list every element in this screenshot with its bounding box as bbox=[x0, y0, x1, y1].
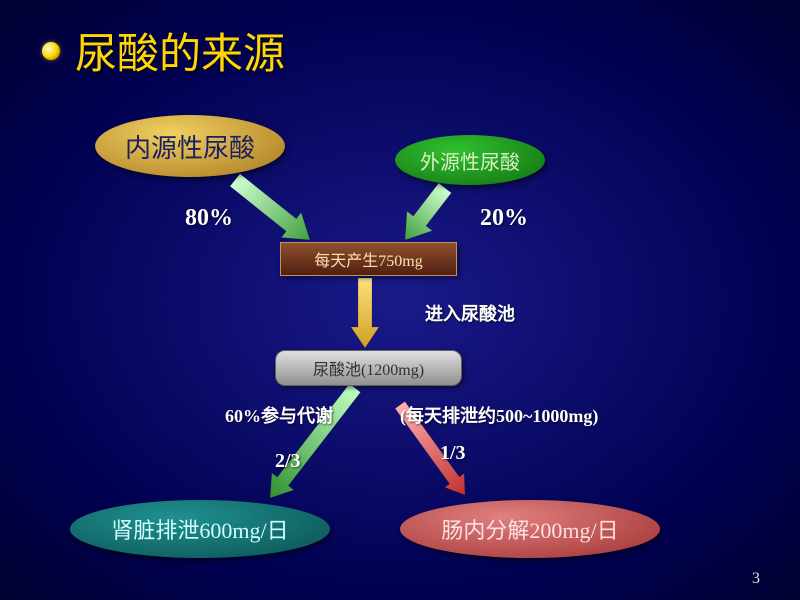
arrow-pool-kidney bbox=[270, 384, 361, 498]
oval-exogenous-label: 外源性尿酸 bbox=[420, 146, 520, 175]
rect-daily-produce-label: 每天产生750mg bbox=[314, 247, 422, 271]
arrow-exo-down bbox=[405, 183, 451, 240]
oval-endogenous: 内源性尿酸 bbox=[95, 115, 285, 177]
oval-intestine-label: 肠内分解200mg/日 bbox=[441, 513, 618, 545]
oval-exogenous: 外源性尿酸 bbox=[395, 135, 545, 185]
rect-pool: 尿酸池(1200mg) bbox=[275, 350, 462, 386]
rect-pool-label: 尿酸池(1200mg) bbox=[313, 356, 424, 380]
arrow-produce-pool bbox=[351, 278, 379, 348]
title-bullet bbox=[42, 42, 60, 60]
label-daily-excrete: (每天排泄约500~1000mg) bbox=[400, 402, 598, 428]
label-enter-pool: 进入尿酸池 bbox=[425, 300, 515, 326]
slide-title: 尿酸的来源 bbox=[75, 20, 285, 81]
oval-kidney-label: 肾脏排泄600mg/日 bbox=[111, 513, 288, 545]
rect-daily-produce: 每天产生750mg bbox=[280, 242, 457, 276]
oval-endogenous-label: 内源性尿酸 bbox=[125, 128, 255, 165]
label-80pct: 80% bbox=[185, 205, 233, 232]
label-20pct: 20% bbox=[480, 205, 528, 232]
label-one-third: 1/3 bbox=[440, 442, 466, 465]
page-number: 3 bbox=[752, 570, 760, 588]
label-metabolism: 60%参与代谢 bbox=[225, 402, 333, 428]
oval-intestine: 肠内分解200mg/日 bbox=[400, 500, 660, 558]
label-two-thirds: 2/3 bbox=[275, 450, 301, 473]
arrow-endo-down bbox=[230, 174, 310, 240]
oval-kidney: 肾脏排泄600mg/日 bbox=[70, 500, 330, 558]
